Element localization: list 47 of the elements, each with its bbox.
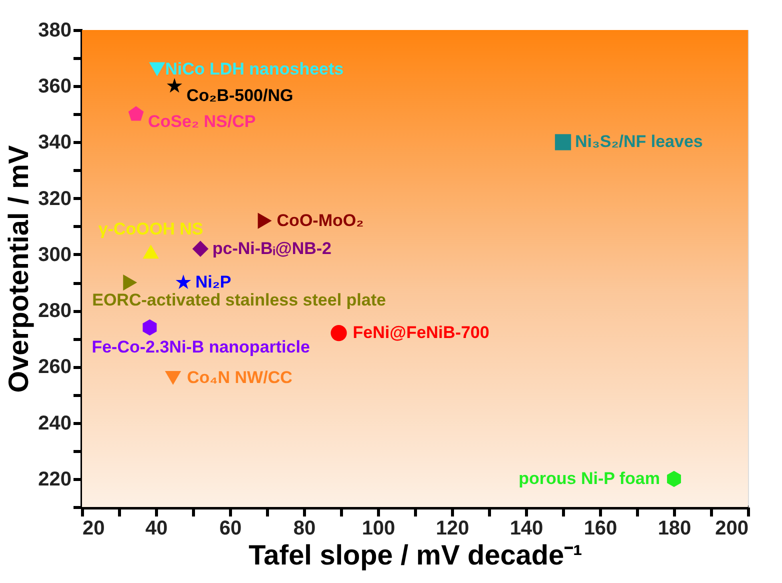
point	[258, 212, 272, 229]
series-label: CoSe₂ NS/CP	[148, 112, 256, 132]
series-label: porous Ni-P foam	[518, 468, 660, 488]
x-tick-label: 80	[293, 518, 316, 540]
x-tick-label: 60	[219, 518, 242, 540]
point	[667, 470, 681, 488]
x-axis-title: Tafel slope / mV decade⁻¹	[248, 540, 582, 570]
x-tick-label: 200	[715, 518, 748, 540]
y-tick-label: 280	[38, 300, 72, 322]
series-label: Co₄N NW/CC	[187, 368, 292, 387]
y-tick-label: 240	[38, 412, 72, 434]
series-label: pc-Ni-Bᵢ@NB-2	[212, 238, 332, 258]
y-tick-label: 340	[38, 132, 72, 154]
point	[166, 78, 182, 93]
text: Fe-Co-2.3Ni-B nanoparticle	[92, 337, 310, 356]
series-label: Ni₃S₂/NF leaves	[575, 132, 703, 152]
point	[192, 240, 208, 257]
point	[330, 324, 347, 342]
series-label: CoO-MoO₂	[276, 210, 364, 230]
point	[142, 244, 159, 259]
series-label: Co₂B-500/NG	[186, 86, 294, 106]
point	[164, 370, 182, 385]
x-tick-label: 40	[145, 518, 168, 540]
point	[128, 106, 144, 121]
x-tick-label: 160	[584, 518, 618, 540]
point	[142, 319, 157, 336]
y-tick-label: 260	[38, 356, 72, 378]
series-label: γ-CoOOH NS	[98, 220, 204, 239]
x-tick-label: 100	[362, 518, 396, 540]
y-axis-title: Overpotential / mV	[3, 144, 34, 393]
series-label: EORC-activated stainless steel plate	[92, 290, 386, 310]
point	[123, 274, 138, 291]
series-label: FeNi@FeNiB-700	[352, 323, 490, 342]
x-tick-label: 180	[658, 518, 692, 540]
y-tick-label: 220	[38, 468, 72, 490]
series-label: NiCo LDH nanosheets	[165, 59, 344, 78]
x-tick-label: 140	[510, 518, 544, 540]
x-tick-label: 20	[82, 518, 105, 540]
series-label: Ni₂P	[195, 272, 232, 292]
point	[149, 62, 166, 76]
y-tick-label: 300	[38, 244, 72, 266]
point	[176, 274, 192, 290]
y-tick-label: 360	[38, 76, 72, 98]
point	[554, 134, 572, 150]
x-tick-label: 120	[436, 518, 470, 540]
y-tick-label: 380	[38, 20, 72, 42]
y-tick-label: 320	[38, 188, 72, 210]
